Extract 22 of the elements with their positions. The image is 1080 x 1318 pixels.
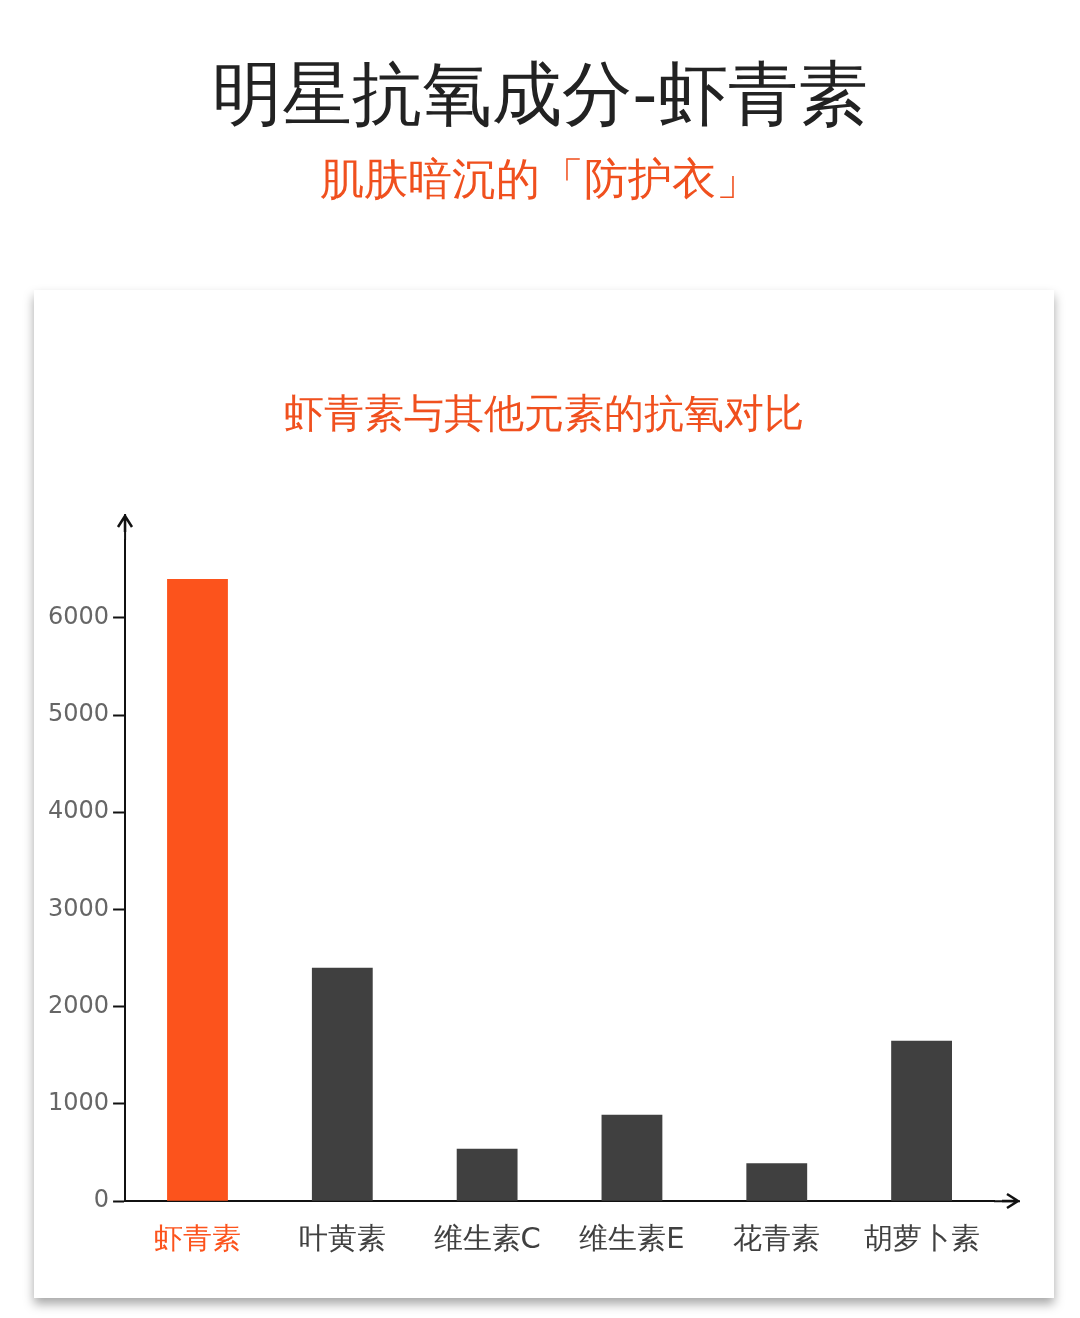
y-tick-label: 6000 (48, 602, 110, 631)
x-tick-label: 维生素C (433, 1221, 541, 1256)
x-tick-label: 维生素E (579, 1221, 685, 1256)
x-tick-label: 叶黄素 (298, 1221, 386, 1256)
x-tick-label: 花青素 (733, 1221, 821, 1256)
y-tick-label: 5000 (48, 699, 110, 728)
y-tick-label: 3000 (48, 893, 110, 922)
bar (456, 1148, 518, 1201)
x-tick-label: 胡萝卜素 (863, 1221, 980, 1256)
bar (746, 1163, 808, 1201)
text: 虾青素与其他元素的抗氧对比 (283, 389, 805, 438)
bar (891, 1040, 952, 1201)
y-tick-label: 0 (93, 1185, 110, 1214)
y-tick-label: 4000 (48, 796, 110, 825)
y-tick-label: 2000 (48, 990, 110, 1019)
chart-title: 明星抗氧成分-虾青素 (211, 52, 869, 137)
y-tick-label: 1000 (48, 1088, 110, 1117)
bar (601, 1114, 663, 1201)
chart-subtitle: 肌肤暗沉的「防护衣」 (319, 152, 761, 206)
bar (167, 578, 228, 1201)
x-tick-label: 虾青素 (153, 1221, 241, 1256)
bar (311, 967, 373, 1201)
